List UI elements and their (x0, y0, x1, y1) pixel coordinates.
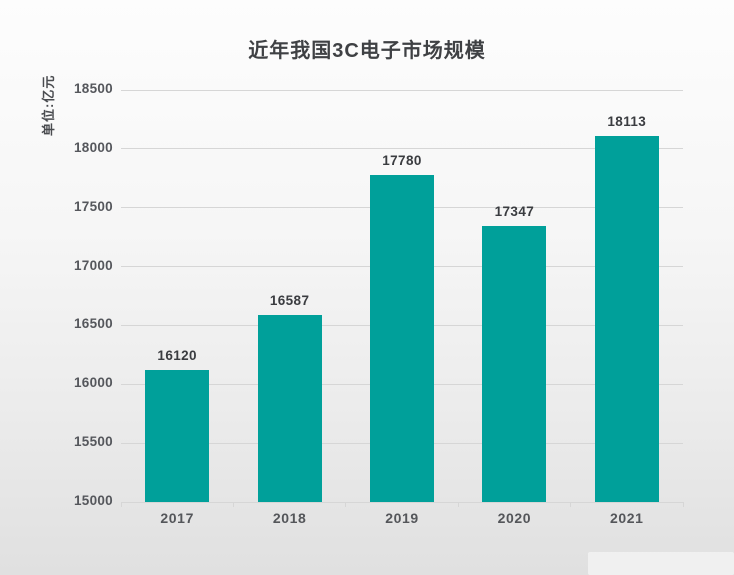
bar-value-label: 16587 (269, 293, 310, 309)
watermark-box (588, 552, 734, 575)
bar-2018 (257, 315, 322, 502)
bar-2017 (145, 370, 210, 502)
x-axis-tick (570, 502, 572, 507)
y-tick-label: 17500 (73, 198, 113, 214)
x-axis-tick (232, 502, 234, 507)
y-tick-label: 15000 (73, 493, 113, 508)
bar-value-label: 18113 (607, 113, 647, 129)
x-axis-tick (345, 502, 347, 507)
gridline (121, 501, 683, 503)
y-tick-label: 16500 (73, 316, 113, 332)
bar-2021 (594, 135, 659, 502)
gridline (121, 148, 683, 150)
y-tick-label: 17000 (73, 257, 113, 273)
y-tick-label: 15500 (73, 434, 113, 450)
gridline (121, 89, 683, 91)
bar-2020 (482, 225, 547, 502)
bar-value-label: 17780 (382, 152, 422, 168)
bar-value-label: 16120 (157, 348, 197, 364)
x-tick-label: 2017 (160, 510, 194, 526)
x-axis-tick (120, 502, 122, 507)
x-tick-label: 2020 (497, 510, 532, 526)
x-tick-label: 2018 (272, 510, 307, 526)
y-tick-label: 18000 (73, 139, 113, 155)
y-tick-label: 16000 (73, 375, 113, 391)
x-tick-label: 2021 (610, 510, 644, 526)
chart-title: 近年我国3C电子市场规模 (248, 40, 486, 62)
bar-value-label: 17347 (494, 203, 535, 219)
x-tick-label: 2019 (385, 510, 419, 526)
y-tick-label: 18500 (73, 81, 113, 96)
x-axis-tick (682, 502, 684, 507)
x-axis-tick (457, 502, 459, 507)
bar-2019 (370, 174, 434, 502)
